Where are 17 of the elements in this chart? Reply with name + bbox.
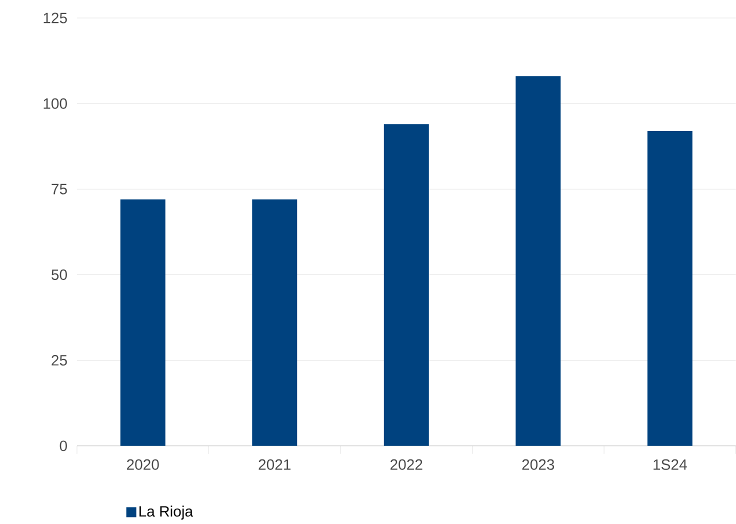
y-tick-label: 125: [44, 12, 67, 24]
y-tick-label: 75: [52, 184, 67, 194]
legend-label: La Rioja: [140, 506, 194, 520]
bar: [120, 199, 166, 446]
x-tick-label: 2020: [127, 459, 159, 470]
bar: [384, 124, 429, 446]
x-tick-label: 2021: [258, 459, 291, 470]
y-tick-label: 100: [44, 98, 67, 109]
bar: [252, 199, 298, 446]
y-tick-label: 25: [52, 355, 67, 366]
y-tick-label: 0: [60, 440, 67, 452]
x-tick-label: 1S24: [654, 459, 687, 470]
x-tick-label: 2023: [522, 459, 554, 470]
y-tick-label: 50: [52, 270, 67, 280]
bar: [647, 131, 692, 446]
bar: [516, 76, 561, 446]
x-tick-label: 2022: [390, 459, 422, 470]
